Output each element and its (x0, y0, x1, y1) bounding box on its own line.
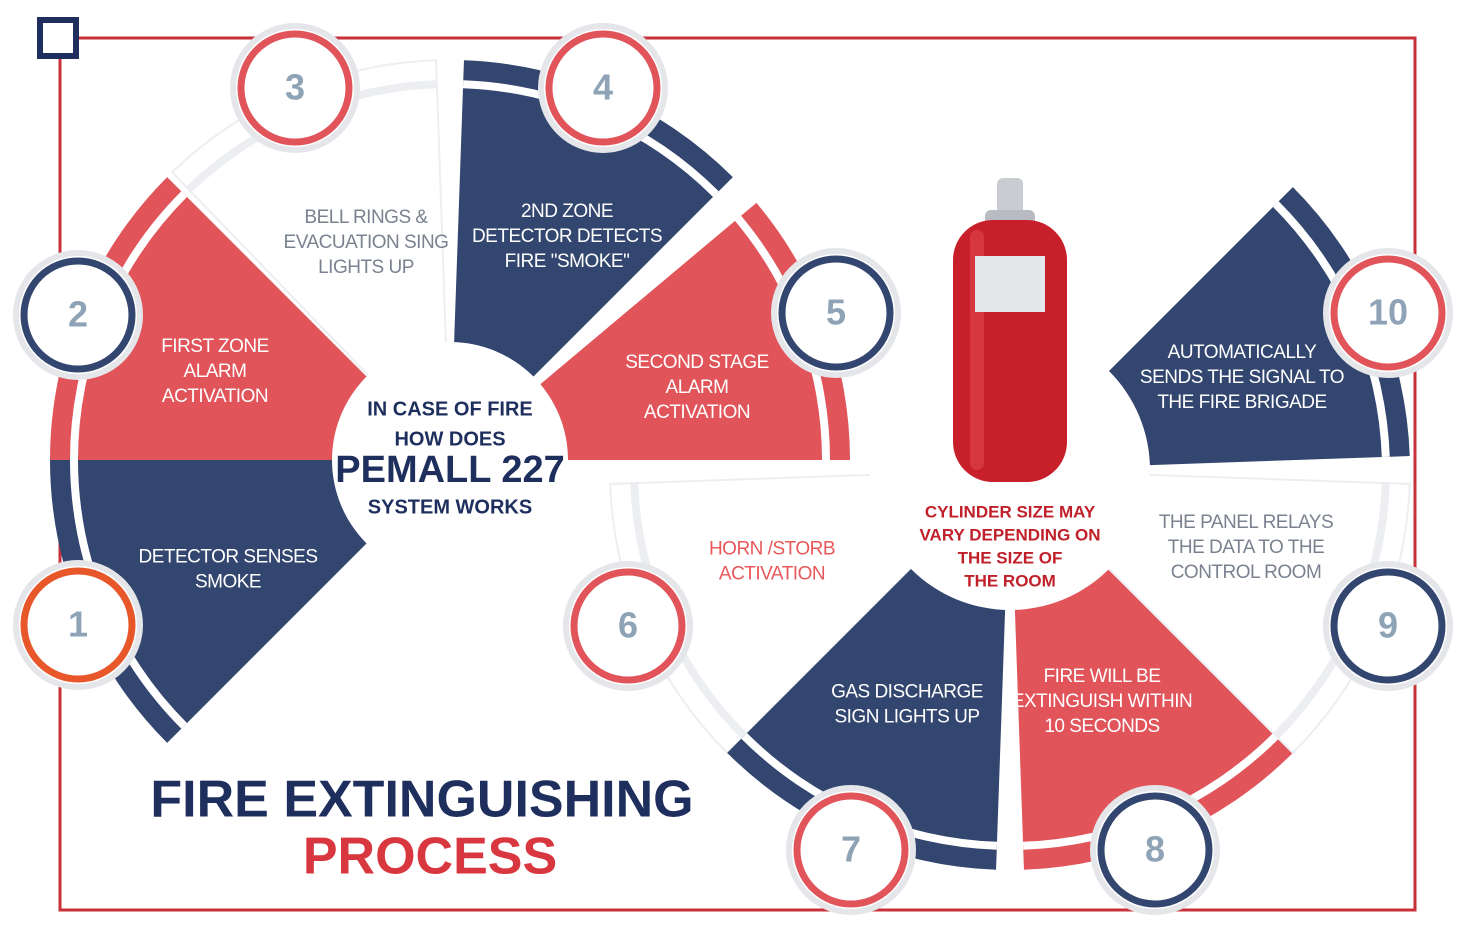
step-label: HORN /STORB (709, 539, 835, 560)
step-number: 7 (841, 829, 861, 870)
step-label: SMOKE (195, 572, 261, 593)
step-number: 8 (1145, 829, 1165, 870)
step-label: SENDS THE SIGNAL TO (1140, 367, 1344, 388)
step-label: THE FIRE BRIGADE (1157, 392, 1326, 413)
step-label: ALARM (666, 377, 729, 398)
step-label: ACTIVATION (162, 386, 268, 407)
step-label: 2ND ZONE (521, 201, 613, 222)
step-label: EVACUATION SING (284, 232, 449, 253)
step-number: 4 (593, 67, 613, 108)
center-text: IN CASE OF FIRE (367, 398, 533, 420)
step-number: 3 (285, 67, 305, 108)
step-number: 2 (68, 294, 88, 335)
step-number: 9 (1378, 605, 1398, 646)
cylinder-note: THE ROOM (964, 571, 1056, 590)
step-label: EXTINGUISH WITHIN (1012, 691, 1192, 712)
step-number: 10 (1368, 292, 1408, 333)
step-number: 1 (68, 604, 88, 645)
step-label: CONTROL ROOM (1171, 562, 1322, 583)
title-line: FIRE EXTINGUISHING (150, 771, 693, 829)
step-label: ALARM (184, 361, 247, 382)
cylinder-note: THE SIZE OF (958, 548, 1063, 567)
step-label: 10 SECONDS (1044, 716, 1159, 737)
step-label: SIGN LIGHTS UP (834, 707, 979, 728)
center-text: HOW DOES (394, 428, 505, 450)
cylinder-label (975, 256, 1045, 312)
center-text: SYSTEM WORKS (368, 496, 532, 518)
step-label: DETECTOR DETECTS (472, 226, 662, 247)
title-line: PROCESS (303, 828, 557, 886)
step-label: ACTIVATION (719, 564, 825, 585)
center-text: PEMALL 227 (335, 449, 564, 491)
logo-square (40, 20, 76, 56)
step-label: BELL RINGS & (304, 207, 428, 228)
step-label: FIRST ZONE (161, 336, 269, 357)
cylinder-note: VARY DEPENDING ON (919, 525, 1100, 544)
step-number: 5 (826, 292, 846, 333)
step-label: THE PANEL RELAYS (1159, 512, 1333, 533)
step-label: FIRE "SMOKE" (505, 251, 630, 272)
infographic: 1 DETECTOR SENSES SMOKE 2 FIRST ZONE ALARM ACT… (0, 0, 1477, 931)
step-label: SECOND STAGE (625, 352, 769, 373)
cylinder-note: CYLINDER SIZE MAY (925, 502, 1096, 521)
step-label: ACTIVATION (644, 402, 750, 423)
step-label: DETECTOR SENSES (138, 547, 317, 568)
step-number: 6 (618, 605, 638, 646)
step-label: FIRE WILL BE (1044, 666, 1161, 687)
step-label: THE DATA TO THE (1168, 537, 1325, 558)
step-label: LIGHTS UP (318, 257, 414, 278)
step-label: AUTOMATICALLY (1168, 342, 1318, 363)
step-label: GAS DISCHARGE (831, 682, 983, 703)
